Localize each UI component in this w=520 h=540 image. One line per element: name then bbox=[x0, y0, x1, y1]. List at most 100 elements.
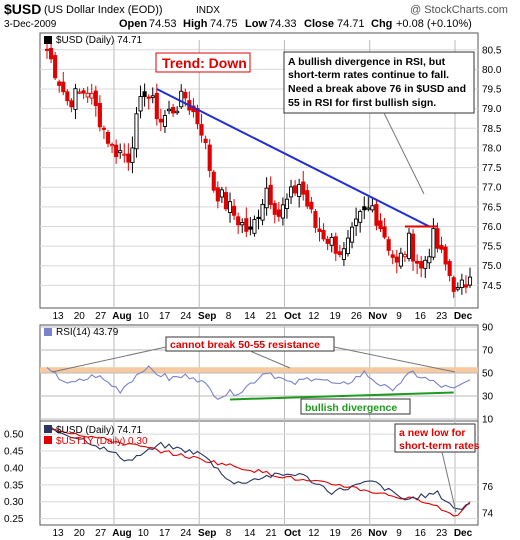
header-chg-label: Chg bbox=[371, 18, 392, 30]
bottom-x-tick-label: 10 bbox=[138, 528, 150, 539]
price-candle-body bbox=[370, 205, 375, 211]
cmp-legend-1: $USD (Daily) 74.71 bbox=[56, 425, 143, 436]
price-candle-body bbox=[219, 189, 224, 198]
price-x-tick-label: 9 bbox=[396, 311, 402, 322]
price-candle-body bbox=[280, 204, 285, 219]
cmp-legend-2: $UST1Y (Daily) 0.30 bbox=[56, 436, 148, 447]
price-candle-body bbox=[309, 201, 314, 210]
header-symbol: $USD bbox=[4, 1, 41, 17]
price-x-tick-label: Nov bbox=[368, 311, 387, 322]
bottom-x-tick-label: Aug bbox=[112, 528, 131, 539]
cmp-annotation-line-2: short-term rates bbox=[399, 440, 480, 452]
rsi-divergence-line bbox=[229, 391, 454, 401]
price-candle-body bbox=[366, 207, 371, 210]
price-candle-body bbox=[61, 81, 66, 93]
bottom-x-tick-label: 26 bbox=[351, 528, 363, 539]
price-candle-body bbox=[463, 284, 468, 288]
price-candle-body bbox=[423, 259, 428, 269]
price-candle-body bbox=[260, 203, 265, 221]
price-candle-body bbox=[49, 47, 54, 60]
price-y-tick: 75.0 bbox=[482, 261, 502, 272]
price-candle-body bbox=[77, 91, 82, 94]
cmp-legend-2-swatch bbox=[44, 436, 52, 444]
header-low: 74.33 bbox=[269, 18, 297, 30]
price-candle-body bbox=[215, 187, 220, 202]
header-date: 3-Dec-2009 bbox=[4, 19, 57, 30]
cmp-legend-1-swatch bbox=[44, 425, 52, 433]
price-candle-body bbox=[349, 226, 355, 243]
bottom-x-tick-label: 21 bbox=[266, 528, 278, 539]
price-candle-body bbox=[166, 108, 172, 112]
price-candle-body bbox=[467, 276, 473, 286]
price-candle-body bbox=[93, 90, 98, 107]
price-candle-body bbox=[435, 228, 440, 249]
price-y-tick: 80.0 bbox=[482, 65, 502, 76]
price-y-tick: 78.5 bbox=[482, 124, 502, 135]
price-candle-body bbox=[325, 238, 330, 244]
bottom-x-tick-label: 19 bbox=[330, 528, 342, 539]
price-candle-body bbox=[142, 91, 147, 97]
price-y-tick: 77.5 bbox=[482, 163, 502, 174]
price-candle-body bbox=[232, 205, 237, 216]
price-x-tick-label: Aug bbox=[112, 311, 131, 322]
price-candle-body bbox=[419, 261, 424, 269]
cmp-ust1y-line bbox=[46, 425, 471, 517]
rsi-annotation-bottom: bullish divergence bbox=[305, 402, 397, 414]
price-candle-body bbox=[443, 246, 448, 265]
header-low-label: Low bbox=[245, 18, 267, 30]
price-candle-body bbox=[398, 252, 403, 267]
price-x-tick-label: Sep bbox=[198, 311, 216, 322]
bottom-x-tick-label: 16 bbox=[415, 528, 427, 539]
price-x-tick-label: 12 bbox=[308, 311, 320, 322]
price-candle-body bbox=[256, 216, 261, 219]
price-candle-body bbox=[305, 190, 310, 207]
note-line-4: 55 in RSI for first bullish sign. bbox=[288, 97, 436, 109]
price-candle-body bbox=[402, 254, 407, 258]
rsi-pointer-left bbox=[51, 346, 167, 373]
price-candle-body bbox=[415, 260, 420, 264]
price-candle-body bbox=[284, 198, 290, 209]
price-candle-body bbox=[390, 254, 395, 258]
cmp-pointer bbox=[441, 451, 457, 513]
price-candle-body bbox=[244, 218, 249, 232]
bottom-x-tick-label: Dec bbox=[454, 528, 473, 539]
bottom-x-tick-label: 12 bbox=[308, 528, 320, 539]
rsi-legend: RSI(14) 43.79 bbox=[56, 327, 119, 338]
price-x-tick-label: 13 bbox=[52, 311, 64, 322]
price-candle-body bbox=[333, 236, 338, 254]
price-candle-body bbox=[122, 153, 127, 156]
price-candle-body bbox=[57, 81, 62, 86]
price-candle-body bbox=[203, 138, 208, 144]
rsi-y-tick: 70 bbox=[482, 346, 494, 357]
cmp-y-tick-left: 0.50 bbox=[4, 430, 24, 441]
price-candle-body bbox=[382, 226, 387, 238]
cmp-y-tick-left: 0.30 bbox=[4, 497, 24, 508]
price-candle-body bbox=[162, 115, 168, 127]
price-x-tick-label: Oct bbox=[284, 311, 301, 322]
price-candle-body bbox=[171, 107, 176, 114]
price-candle-body bbox=[455, 287, 460, 290]
price-x-tick-label: 20 bbox=[74, 311, 86, 322]
price-x-tick-label: 17 bbox=[159, 311, 171, 322]
price-y-tick: 75.5 bbox=[482, 242, 502, 253]
rsi-annotation-bottom-box bbox=[300, 398, 411, 415]
price-candle-body bbox=[411, 233, 416, 262]
price-candle-body bbox=[85, 92, 90, 98]
price-candle-body bbox=[451, 277, 456, 292]
price-candle-body bbox=[337, 251, 342, 255]
price-x-tick-label: 26 bbox=[351, 311, 363, 322]
price-x-tick-label: 19 bbox=[330, 311, 342, 322]
price-candle-body bbox=[394, 256, 399, 263]
price-legend: $USD (Daily) 74.71 bbox=[56, 35, 143, 46]
header-open-label: Open bbox=[119, 18, 147, 30]
price-x-tick-label: 21 bbox=[266, 311, 278, 322]
bottom-x-tick-label: Oct bbox=[284, 528, 301, 539]
header-exchange: INDX bbox=[196, 5, 220, 16]
price-y-tick: 79.5 bbox=[482, 85, 502, 96]
price-trendline bbox=[156, 88, 430, 228]
price-candle-body bbox=[44, 48, 50, 51]
price-candle-body bbox=[114, 144, 119, 158]
cmp-y-tick-left: 0.35 bbox=[4, 480, 24, 491]
price-candle-body bbox=[341, 248, 346, 260]
